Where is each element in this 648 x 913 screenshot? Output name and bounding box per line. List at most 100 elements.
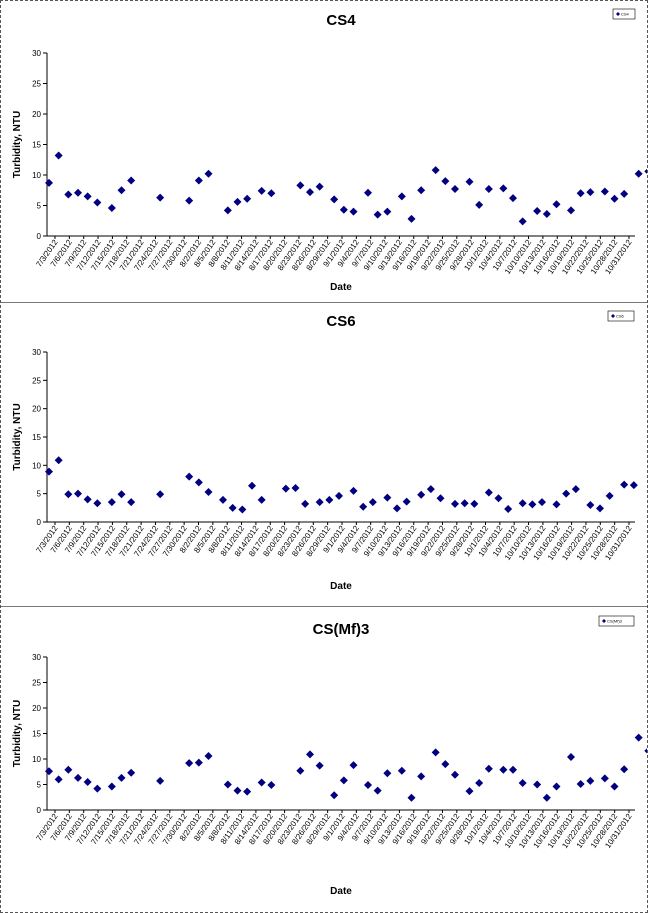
legend-label: CS6 (616, 314, 625, 319)
data-point (156, 776, 165, 785)
data-point (509, 765, 517, 774)
data-point (127, 768, 136, 777)
data-point (373, 210, 382, 219)
data-point (417, 490, 426, 499)
data-point (306, 188, 314, 197)
data-point (194, 478, 203, 487)
y-tick-label: 15 (32, 730, 41, 739)
data-point (54, 151, 63, 160)
data-point (620, 480, 629, 489)
data-point (465, 177, 474, 186)
data-point (325, 495, 334, 504)
data-point (204, 487, 213, 496)
data-point (518, 217, 527, 226)
data-point (451, 185, 459, 194)
data-point (219, 495, 227, 504)
data-point (465, 787, 474, 796)
y-tick-label: 5 (37, 202, 42, 211)
data-point (194, 758, 203, 767)
data-point (364, 781, 372, 790)
data-point (349, 207, 358, 216)
data-point (586, 776, 595, 785)
data-point (257, 495, 266, 504)
y-tick-label: 25 (32, 376, 41, 385)
legend-box (598, 615, 635, 627)
y-tick-label: 25 (32, 679, 41, 688)
data-point (107, 203, 116, 212)
data-point (64, 190, 73, 199)
y-tick-label: 30 (32, 653, 41, 662)
data-point (538, 498, 546, 507)
data-point (484, 185, 493, 194)
data-point (610, 782, 619, 791)
data-point (644, 168, 647, 175)
data-point (301, 499, 310, 508)
data-point (359, 502, 368, 511)
data-point (306, 750, 314, 759)
chart-panel-cs4: CS4 CS4 0 5 10 15 20 25 30 Turbidity, NTU 7/3/2012… (1, 1, 647, 303)
data-point (634, 733, 643, 742)
data-point (484, 764, 493, 773)
data-point (281, 484, 290, 493)
data-point (620, 765, 629, 774)
data-point (518, 778, 527, 787)
data-point (349, 761, 358, 770)
data-point (330, 195, 339, 204)
data-point (233, 786, 242, 795)
data-point (74, 773, 82, 782)
x-axis-title: Date (330, 282, 352, 293)
data-point (470, 499, 479, 508)
y-tick-label: 15 (32, 141, 41, 150)
data-point (156, 193, 165, 202)
data-point (441, 760, 450, 769)
data-point (634, 169, 643, 178)
data-point (499, 184, 508, 193)
y-axis-title: Turbidity, NTU (12, 403, 23, 470)
data-point (509, 194, 517, 203)
data-point (610, 194, 619, 203)
data-point (233, 197, 242, 206)
data-point (107, 782, 116, 791)
data-point (64, 765, 73, 774)
data-point (431, 748, 440, 757)
data-point (315, 182, 324, 191)
data-point (552, 200, 561, 209)
data-point (45, 178, 53, 187)
data-point (93, 499, 102, 508)
legend-box (607, 310, 635, 322)
data-point (383, 769, 392, 778)
data-point (431, 166, 440, 175)
data-point (644, 748, 647, 754)
y-tick-label: 10 (32, 171, 41, 180)
data-point (567, 206, 575, 215)
data-point (257, 778, 266, 787)
data-point (518, 499, 527, 508)
legend-box (612, 8, 636, 20)
y-tick-label: 30 (32, 49, 41, 58)
data-point (83, 777, 92, 786)
data-point (383, 493, 392, 502)
data-point (393, 504, 401, 513)
chart-panel-cs6: CS6 CS6 0 5 10 15 20 25 30 Turbidity, NTU 7/3/2012… (1, 303, 647, 607)
data-point (475, 200, 484, 209)
data-point (620, 189, 629, 198)
data-point (194, 176, 203, 185)
y-tick-label: 5 (37, 490, 42, 499)
data-point (552, 782, 561, 791)
data-point (296, 181, 305, 190)
data-point (426, 485, 435, 494)
data-point (238, 505, 247, 514)
data-point (54, 456, 63, 465)
data-point (567, 752, 575, 761)
data-point (373, 786, 382, 795)
data-point (533, 780, 542, 789)
legend-label: CS4 (621, 12, 630, 17)
y-tick-label: 20 (32, 110, 41, 119)
data-point (335, 491, 343, 500)
data-point (204, 169, 213, 178)
data-point (93, 198, 102, 207)
data-point (156, 490, 165, 499)
data-point (248, 481, 256, 490)
legend-marker (616, 12, 620, 16)
